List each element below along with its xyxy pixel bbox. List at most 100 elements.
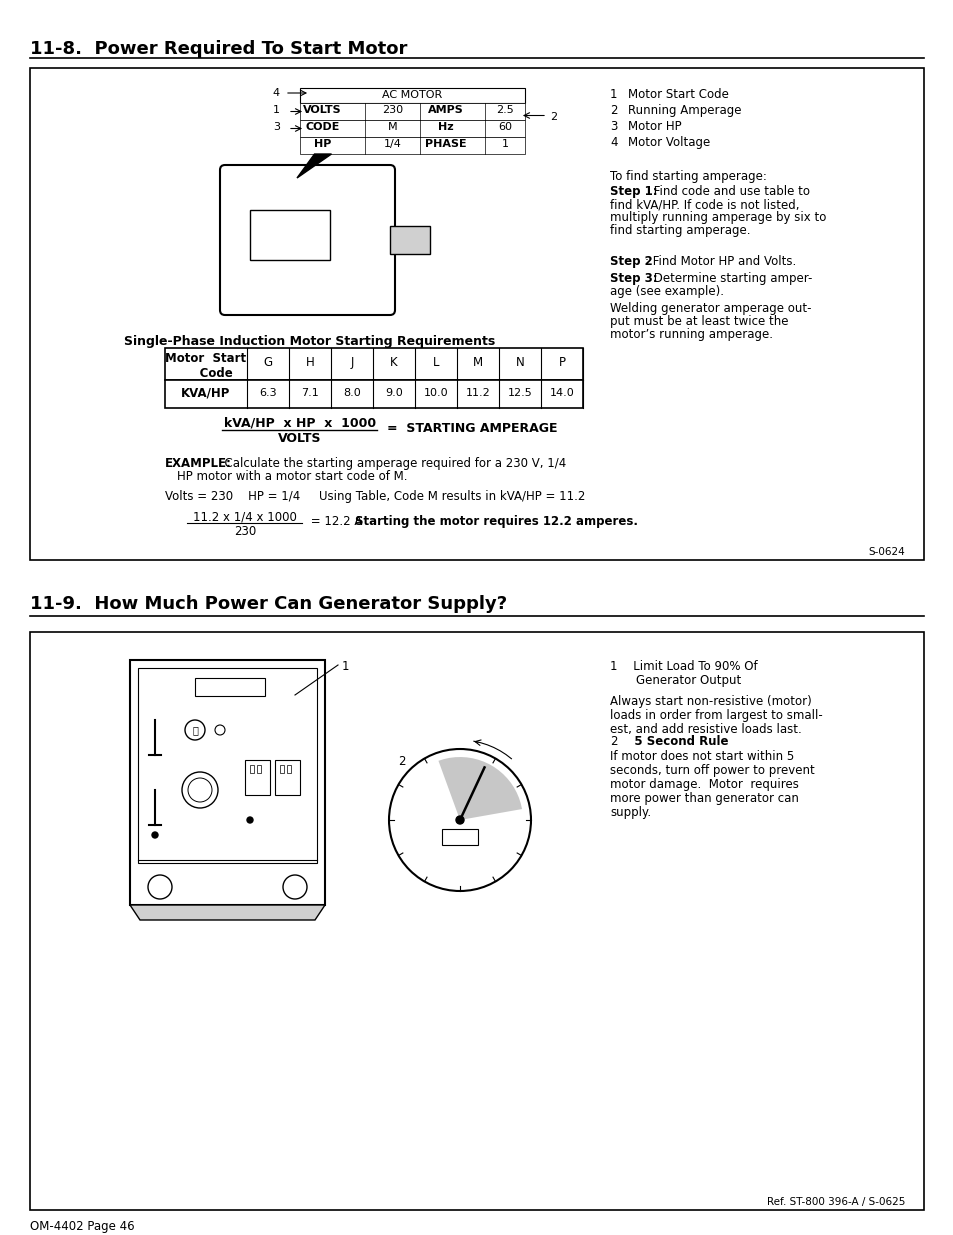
Text: find starting amperage.: find starting amperage. — [609, 224, 750, 237]
Text: 1: 1 — [273, 105, 280, 115]
Text: ⏻: ⏻ — [192, 725, 197, 735]
Text: Calculate the starting amperage required for a 230 V, 1/4: Calculate the starting amperage required… — [216, 457, 566, 471]
Text: Limit Load To 90% Of: Limit Load To 90% Of — [621, 659, 757, 673]
Text: motor’s running amperage.: motor’s running amperage. — [609, 329, 772, 341]
Circle shape — [247, 818, 253, 823]
Bar — [245, 760, 270, 795]
Text: Volts = 230    HP = 1/4     Using Table, Code M results in kVA/HP = 11.2: Volts = 230 HP = 1/4 Using Table, Code M… — [165, 490, 585, 503]
Text: = 12.2 A: = 12.2 A — [307, 515, 370, 529]
Bar — [299, 103, 524, 120]
Text: find kVA/HP. If code is not listed,: find kVA/HP. If code is not listed, — [609, 198, 799, 211]
Bar — [441, 829, 477, 845]
Circle shape — [283, 876, 307, 899]
Text: HP: HP — [314, 140, 331, 149]
Text: : Find Motor HP and Volts.: : Find Motor HP and Volts. — [644, 254, 796, 268]
Bar — [250, 764, 253, 773]
Text: Motor HP: Motor HP — [627, 120, 680, 133]
Text: 60: 60 — [497, 122, 512, 132]
Text: M: M — [387, 122, 396, 132]
Text: Motor  Start
     Code: Motor Start Code — [165, 352, 246, 380]
Text: J: J — [350, 356, 354, 369]
Circle shape — [148, 876, 172, 899]
Text: loads in order from largest to small-: loads in order from largest to small- — [609, 709, 821, 722]
Text: motor damage.  Motor  requires: motor damage. Motor requires — [609, 778, 798, 790]
Text: 230: 230 — [381, 105, 402, 115]
Circle shape — [389, 748, 531, 890]
Text: Step 3:: Step 3: — [609, 272, 657, 285]
Text: P: P — [558, 356, 565, 369]
Text: Generator Output: Generator Output — [636, 674, 740, 687]
Text: 3: 3 — [273, 122, 280, 132]
Text: Find code and use table to: Find code and use table to — [649, 185, 809, 198]
Text: 12.5: 12.5 — [507, 388, 532, 398]
Bar — [256, 764, 261, 773]
Text: 8.0: 8.0 — [343, 388, 360, 398]
Text: Running Amperage: Running Amperage — [627, 104, 740, 117]
Circle shape — [182, 772, 218, 808]
Text: multiply running amperage by six to: multiply running amperage by six to — [609, 211, 825, 224]
Bar — [30, 632, 923, 1210]
Text: 14.0: 14.0 — [549, 388, 574, 398]
Text: Step 1:: Step 1: — [609, 185, 657, 198]
Text: AMPS: AMPS — [428, 105, 463, 115]
Polygon shape — [296, 154, 331, 178]
Text: Hz: Hz — [437, 122, 454, 132]
Circle shape — [456, 816, 463, 824]
Text: est, and add resistive loads last.: est, and add resistive loads last. — [609, 722, 801, 736]
Text: AC MOTOR: AC MOTOR — [382, 90, 442, 100]
Text: 11.2: 11.2 — [465, 388, 490, 398]
Text: 1: 1 — [341, 659, 349, 673]
Text: 1/4: 1/4 — [383, 140, 401, 149]
Text: seconds, turn off power to prevent: seconds, turn off power to prevent — [609, 764, 814, 777]
Text: M: M — [473, 356, 482, 369]
Text: 1: 1 — [609, 659, 617, 673]
Text: put must be at least twice the: put must be at least twice the — [609, 315, 788, 329]
Text: more power than generator can: more power than generator can — [609, 792, 798, 805]
Text: 3: 3 — [609, 120, 617, 133]
Text: CODE: CODE — [305, 122, 339, 132]
Circle shape — [188, 778, 212, 802]
Text: 230: 230 — [233, 525, 255, 538]
Bar — [299, 88, 524, 103]
Text: Step 2: Step 2 — [609, 254, 652, 268]
Text: N: N — [515, 356, 524, 369]
Bar — [30, 68, 923, 559]
Text: 1: 1 — [609, 88, 617, 101]
Text: 5 Second Rule: 5 Second Rule — [621, 735, 728, 748]
Bar — [165, 380, 582, 408]
Text: 4: 4 — [609, 136, 617, 149]
Bar — [250, 210, 330, 261]
Text: 6.3: 6.3 — [259, 388, 276, 398]
Bar — [287, 764, 291, 773]
Bar — [194, 678, 265, 697]
Text: kVA/HP  x HP  x  1000: kVA/HP x HP x 1000 — [224, 417, 375, 430]
Text: 2.5: 2.5 — [496, 105, 514, 115]
Text: 7.1: 7.1 — [301, 388, 318, 398]
Text: 2: 2 — [609, 104, 617, 117]
Text: Welding generator amperage out-: Welding generator amperage out- — [609, 303, 811, 315]
Bar — [138, 668, 316, 863]
Text: Motor Voltage: Motor Voltage — [627, 136, 709, 149]
Text: L: L — [433, 356, 438, 369]
Circle shape — [152, 832, 158, 839]
Text: supply.: supply. — [609, 806, 651, 819]
Text: 10.0: 10.0 — [423, 388, 448, 398]
Text: 11-9.  How Much Power Can Generator Supply?: 11-9. How Much Power Can Generator Suppl… — [30, 595, 507, 613]
Bar — [299, 137, 524, 154]
Text: 2: 2 — [397, 755, 405, 768]
Text: Ref. ST-800 396-A / S-0625: Ref. ST-800 396-A / S-0625 — [766, 1197, 904, 1207]
Text: Starting the motor requires 12.2 amperes.: Starting the motor requires 12.2 amperes… — [355, 515, 638, 529]
Text: Determine starting amper-: Determine starting amper- — [649, 272, 812, 285]
Text: K: K — [390, 356, 397, 369]
Text: 9.0: 9.0 — [385, 388, 402, 398]
Polygon shape — [130, 905, 325, 920]
Bar — [274, 760, 299, 795]
Text: Always start non-resistive (motor): Always start non-resistive (motor) — [609, 695, 811, 708]
Text: 11-8.  Power Required To Start Motor: 11-8. Power Required To Start Motor — [30, 40, 407, 58]
Text: 1: 1 — [501, 140, 508, 149]
Bar — [165, 348, 582, 380]
Bar — [280, 764, 284, 773]
Text: G: G — [263, 356, 273, 369]
Text: PHASE: PHASE — [425, 140, 466, 149]
FancyBboxPatch shape — [220, 165, 395, 315]
